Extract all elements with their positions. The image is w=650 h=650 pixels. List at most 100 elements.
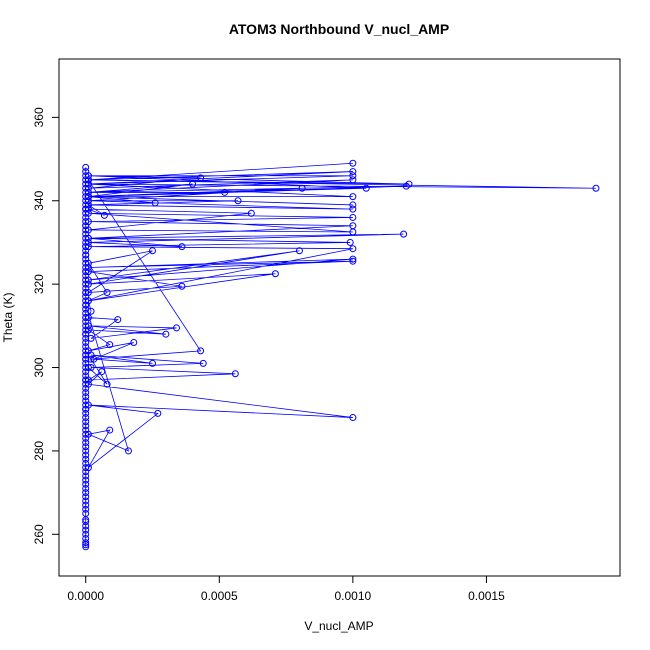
data-point [346,238,354,246]
data-point [87,307,95,315]
data-point [82,339,90,347]
data-point [82,476,90,484]
data-point [84,238,92,246]
data-point [82,443,90,451]
data-point [84,364,92,372]
data-point [82,288,90,296]
data-point [298,184,306,192]
data-point [84,180,92,188]
data-point [84,243,92,251]
data-point [173,324,181,332]
data-point [82,451,90,459]
data-point [82,464,90,472]
y-tick-label: 300 [32,357,46,377]
data-point [82,543,90,551]
data-point [149,359,156,367]
data-point [197,174,205,182]
data-point [84,259,92,267]
data-point [82,501,90,509]
y-tick-label: 360 [32,107,46,127]
data-point [82,314,90,321]
data-point [82,447,90,455]
data-point [84,380,92,388]
data-point [84,263,92,271]
y-tick-label: 340 [32,190,46,210]
data-point [149,247,156,255]
data-point [154,409,162,417]
data-point [130,339,138,347]
data-point [87,355,95,363]
y-tick-label: 260 [32,524,46,544]
x-tick-label: 0.0000 [67,589,104,603]
data-point [84,268,92,276]
data-point [84,401,92,409]
data-point [82,430,90,438]
data-point [82,297,90,305]
data-point [82,480,90,488]
data-point [100,211,108,219]
data-point [349,205,357,213]
chart-title: ATOM3 Northbound V_nucl_AMP [229,21,449,37]
data-point [82,530,90,538]
data-point [84,193,92,201]
data-point [197,347,205,355]
data-point [84,205,92,213]
data-point [82,389,90,397]
data-point [82,355,90,363]
data-point [349,255,357,263]
data-point [82,489,90,497]
data-point [84,176,92,184]
data-point [349,159,357,167]
data-point [90,355,98,363]
data-point [82,226,90,234]
data-point [271,270,279,278]
x-axis: 0.0000 0.0005 0.0010 0.0015 [67,575,505,603]
data-point [82,401,90,409]
data-point [405,180,413,188]
data-point [106,341,114,349]
data-point [103,380,111,388]
data-point [199,359,207,367]
data-point [84,188,92,196]
data-point [592,184,600,192]
data-point [124,447,132,455]
x-tick-label: 0.0005 [201,589,238,603]
data-point [82,526,90,534]
data-point [349,193,357,201]
data-point [231,370,239,378]
data-point [178,282,186,290]
data-point [84,226,92,234]
data-point [82,364,90,372]
data-point [106,426,114,434]
data-point [82,518,90,526]
data-point [103,288,111,296]
y-axis: 260 280 300 320 340 360 [32,107,60,544]
x-tick-label: 0.0010 [335,589,372,603]
data-point [82,422,90,430]
data-point [349,245,357,253]
data-point [349,176,357,184]
data-point [84,347,92,355]
data-point [84,464,92,472]
data-point [82,347,90,355]
y-axis-label: Theta (K) [1,292,15,342]
data-point [82,455,90,463]
data-point [114,316,122,324]
data-point [349,201,357,209]
data-point [84,322,92,330]
data-point [84,276,92,284]
data-point [84,209,92,217]
data-point [82,472,90,480]
data-point [82,539,90,547]
data-point [84,172,92,180]
data-point [84,197,92,205]
data-point [349,228,357,236]
data-point [82,505,90,513]
data-point [178,243,186,251]
data-point [349,257,357,265]
data-point [82,497,90,505]
data-point [98,368,106,376]
data-point [82,251,90,259]
